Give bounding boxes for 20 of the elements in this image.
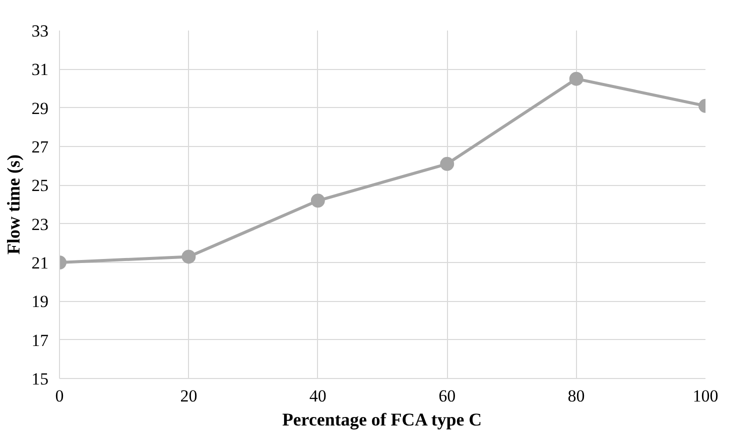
point: [440, 156, 454, 171]
x-tick-label: 100: [692, 386, 718, 406]
y-axis-title: Flow time (s): [4, 154, 24, 254]
y-tick-label: 19: [32, 292, 48, 312]
x-tick-label: 40: [309, 386, 326, 406]
y-tick-label: 25: [32, 176, 48, 196]
y-tick-label: 29: [32, 98, 48, 118]
y-tick-label: 17: [32, 330, 49, 350]
y-tick-label: 15: [32, 370, 48, 388]
y-tick-label: 27: [32, 138, 49, 156]
x-tick-label: 20: [180, 386, 198, 406]
y-tick-label: 33: [32, 22, 48, 40]
y-tick-label: 23: [32, 214, 48, 234]
x-tick-label: 80: [568, 386, 585, 406]
x-tick-label: 60: [438, 386, 456, 406]
point: [310, 194, 325, 208]
x-tick-label: 0: [55, 386, 64, 406]
y-tick-label: 31: [32, 60, 48, 80]
x-axis-title: Percentage of FCA type C: [282, 410, 482, 430]
y-tick-label: 21: [32, 254, 48, 272]
